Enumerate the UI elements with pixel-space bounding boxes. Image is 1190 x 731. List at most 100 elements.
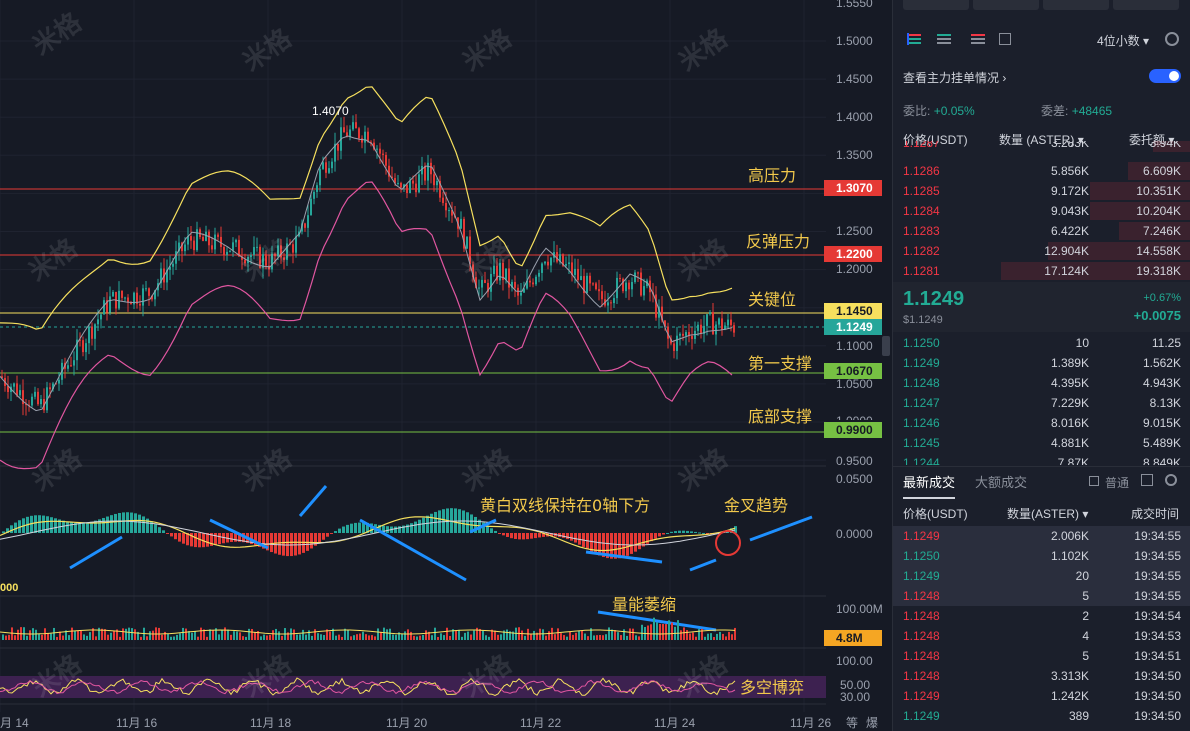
volume-bar xyxy=(17,629,19,640)
ask-row[interactable]: 1.1285 9.172K 10.351K xyxy=(893,181,1190,201)
volume-bar xyxy=(104,629,106,640)
top-button[interactable] xyxy=(903,0,969,10)
last-price-usd: $1.1249 xyxy=(903,314,943,326)
volume-bar xyxy=(503,630,505,640)
high-price-label: 1.4070 xyxy=(312,104,349,118)
golden-cross-circle xyxy=(715,530,741,556)
chart-area[interactable]: 1.5550 1.5000 1.4500 1.4000 1.3500 1.250… xyxy=(0,0,890,731)
rsi-tick: 30.00 xyxy=(840,690,871,704)
bid-row[interactable]: 1.1247 7.229K 8.13K xyxy=(893,393,1190,413)
trade-col-qty[interactable]: 数量(ASTER) ▾ xyxy=(1007,505,1088,522)
bid-row[interactable]: 1.1249 1.389K 1.562K xyxy=(893,353,1190,373)
ask-row[interactable]: 1.1281 17.124K 19.318K xyxy=(893,261,1190,281)
ask-row[interactable]: 1.1284 9.043K 10.204K xyxy=(893,201,1190,221)
depth-bar xyxy=(1048,242,1190,260)
trade-row[interactable]: 1.1249 389 19:34:50 xyxy=(893,706,1190,726)
volume-bar xyxy=(212,630,214,640)
volume-bar xyxy=(26,635,28,640)
top-button[interactable] xyxy=(1113,0,1179,10)
axis-corner-label[interactable]: 爆 xyxy=(866,716,879,730)
bid-row[interactable]: 1.1246 8.016K 9.015K xyxy=(893,413,1190,433)
trade-row[interactable]: 1.1248 3.313K 19:34:50 xyxy=(893,666,1190,686)
main-orders-link[interactable]: 查看主力挂单情况 › xyxy=(903,69,1006,86)
volume-bar xyxy=(695,636,697,640)
ask-row[interactable]: 1.1287 3.283K 3.94K xyxy=(893,141,1190,153)
candle-body xyxy=(223,246,225,256)
decimal-select[interactable]: 4位小数 ▾ xyxy=(1097,32,1149,49)
candle-body xyxy=(382,153,384,155)
macd-bar xyxy=(614,533,617,559)
trade-row[interactable]: 1.1249 2.006K 19:34:55 xyxy=(893,526,1190,546)
bid-row[interactable]: 1.1248 4.395K 4.943K xyxy=(893,373,1190,393)
candle-body xyxy=(256,246,258,248)
ask-row[interactable]: 1.1283 6.422K 7.246K xyxy=(893,221,1190,241)
top-button[interactable] xyxy=(973,0,1039,10)
volume-bar xyxy=(605,634,607,640)
macd-bar xyxy=(630,533,633,554)
macd-bar xyxy=(38,515,41,533)
macd-bar xyxy=(514,533,517,539)
view-asks-icon[interactable] xyxy=(971,33,985,45)
trade-row[interactable]: 1.1249 1.242K 19:34:50 xyxy=(893,686,1190,706)
candle-body xyxy=(370,141,372,143)
macd-bar xyxy=(230,533,233,542)
candle-body xyxy=(469,236,471,265)
trade-row[interactable]: 1.1250 1.102K 19:34:55 xyxy=(893,546,1190,566)
trade-qty: 5 xyxy=(1082,649,1089,663)
tab-latest-trades[interactable]: 最新成交 xyxy=(903,472,956,499)
bid-row[interactable]: 1.1250 10 11.25 xyxy=(893,333,1190,353)
volume-bar xyxy=(560,633,562,640)
col-total-label: 委托额 xyxy=(1129,133,1166,147)
candle-body xyxy=(724,325,726,330)
bollinger-upper xyxy=(0,86,733,330)
col-total-header[interactable]: 委托额 ▾ xyxy=(1129,131,1174,148)
volume-bar xyxy=(545,635,547,640)
ask-row[interactable]: 1.1286 5.856K 6.609K xyxy=(893,161,1190,181)
candle-body xyxy=(682,333,684,336)
volume-bar xyxy=(380,631,382,640)
trade-row[interactable]: 1.1249 20 19:34:55 xyxy=(893,566,1190,586)
volume-bar xyxy=(392,634,394,640)
macd-bar xyxy=(326,533,329,537)
volume-bar xyxy=(347,629,349,640)
candle-body xyxy=(145,288,147,290)
bid-row[interactable]: 1.1245 4.881K 5.489K xyxy=(893,433,1190,453)
main-orders-toggle[interactable] xyxy=(1149,69,1181,83)
volume-bar xyxy=(101,628,103,640)
settings-gear-icon[interactable] xyxy=(1165,474,1177,486)
normal-checkbox[interactable] xyxy=(1089,476,1099,486)
panel-collapse-handle[interactable] xyxy=(882,336,890,356)
axis-corner-label[interactable]: 等 xyxy=(846,716,859,730)
volume-bar xyxy=(74,630,76,640)
candle-body xyxy=(463,218,465,249)
trade-row[interactable]: 1.1248 2 19:34:54 xyxy=(893,606,1190,626)
view-depth-icon[interactable] xyxy=(999,33,1011,45)
candle-body xyxy=(103,300,105,315)
trade-row[interactable]: 1.1248 5 19:34:55 xyxy=(893,586,1190,606)
view-bids-icon[interactable] xyxy=(937,33,951,45)
top-button[interactable] xyxy=(1043,0,1109,10)
trade-row[interactable]: 1.1248 5 19:34:51 xyxy=(893,646,1190,666)
tab-large-trades[interactable]: 大额成交 xyxy=(975,475,1028,490)
trade-col-time: 成交时间 xyxy=(1131,507,1180,521)
volume-bar xyxy=(47,633,49,640)
macd-bar xyxy=(178,533,181,542)
ask-row[interactable]: 1.1282 12.904K 14.558K xyxy=(893,241,1190,261)
trade-row[interactable]: 1.1248 4 19:34:53 xyxy=(893,626,1190,646)
macd-bar xyxy=(550,533,553,537)
settings-gear-icon[interactable] xyxy=(1165,32,1179,46)
trade-col-qty-label: 数量(ASTER) xyxy=(1007,507,1080,521)
filter-icon[interactable] xyxy=(1141,474,1153,486)
volume-bar xyxy=(134,629,136,640)
price-chart[interactable] xyxy=(0,0,888,731)
trade-price: 1.1249 xyxy=(903,709,940,723)
volume-bar xyxy=(599,634,601,640)
macd-bar xyxy=(66,521,69,533)
candle-body xyxy=(271,253,273,270)
volume-bar xyxy=(299,634,301,640)
col-qty-header[interactable]: 数量 (ASTER) ▾ xyxy=(999,131,1084,148)
view-both-icon[interactable] xyxy=(907,33,921,45)
rsi-tick: 100.00 xyxy=(836,654,873,668)
bid-row[interactable]: 1.1244 7.87K 8.849K xyxy=(893,453,1190,465)
volume-bar xyxy=(68,635,70,640)
